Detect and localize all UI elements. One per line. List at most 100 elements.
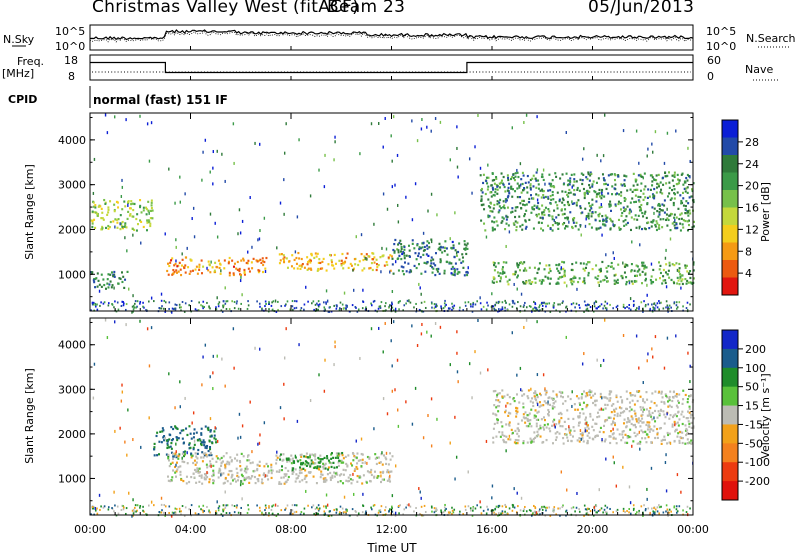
power-pixel xyxy=(428,241,431,245)
power-pixel xyxy=(596,153,598,157)
velocity-pixel xyxy=(165,439,168,442)
velocity-pixel xyxy=(274,503,277,507)
power-pixel xyxy=(158,306,161,309)
velocity-pixel xyxy=(650,466,653,470)
velocity-pixel xyxy=(218,467,221,470)
power-pixel xyxy=(564,190,567,194)
power-pixel xyxy=(556,223,559,226)
velocity-pixel xyxy=(241,482,244,485)
power-pixel xyxy=(653,195,656,198)
power-pixel xyxy=(106,131,109,135)
power-pixel xyxy=(664,281,667,285)
power-pixel xyxy=(334,140,336,144)
power-pixel xyxy=(128,287,130,291)
power-pixel xyxy=(102,278,105,281)
power-pixel xyxy=(114,218,117,221)
power-pixel xyxy=(604,275,607,278)
velocity-pixel xyxy=(279,458,282,461)
velocity-pixel xyxy=(427,414,429,418)
velocity-pixel xyxy=(508,424,511,427)
power-pixel xyxy=(216,296,218,300)
velocity-pixel xyxy=(366,470,369,473)
velocity-pixel xyxy=(674,422,677,425)
velocity-pixel xyxy=(543,423,546,427)
power-pixel xyxy=(421,246,424,249)
power-pixel xyxy=(397,269,400,272)
velocity-pixel xyxy=(568,425,570,429)
power-pixel xyxy=(508,278,511,281)
velocity-pixel xyxy=(516,407,519,410)
power-pixel xyxy=(439,259,442,263)
velocity-pixel xyxy=(647,435,650,439)
power-colorbar-swatch xyxy=(722,137,738,156)
velocity-pixel xyxy=(153,446,156,449)
velocity-pixel xyxy=(590,390,593,393)
power-pixel xyxy=(180,273,183,277)
power-colorbar-label: 8 xyxy=(745,245,752,258)
power-pixel xyxy=(544,195,547,199)
power-pixel xyxy=(452,273,455,276)
velocity-pixel xyxy=(523,325,525,329)
power-pixel xyxy=(582,173,585,176)
power-pixel xyxy=(538,279,541,282)
velocity-pixel xyxy=(229,456,232,459)
power-pixel xyxy=(456,146,458,150)
velocity-pixel xyxy=(479,500,481,504)
velocity-pixel xyxy=(546,423,549,426)
velocity-pixel xyxy=(182,451,185,454)
velocity-pixel xyxy=(325,505,327,508)
power-pixel xyxy=(563,269,566,272)
power-pixel xyxy=(639,209,642,212)
velocity-pixel xyxy=(555,423,558,426)
velocity-pixel xyxy=(578,440,581,443)
power-pixel xyxy=(208,264,211,267)
velocity-pixel xyxy=(382,350,384,354)
power-pixel xyxy=(257,271,260,274)
velocity-pixel xyxy=(539,393,542,397)
velocity-pixel xyxy=(212,482,215,485)
power-pixel xyxy=(644,273,647,276)
power-pixel xyxy=(97,205,100,208)
velocity-pixel xyxy=(209,430,212,433)
power-pixel xyxy=(628,208,631,211)
velocity-pixel xyxy=(174,406,176,410)
power-pixel xyxy=(355,235,357,239)
power-pixel xyxy=(474,145,476,149)
power-pixel xyxy=(140,211,143,214)
velocity-pixel xyxy=(686,410,689,413)
power-pixel xyxy=(121,271,124,274)
velocity-pixel xyxy=(132,512,135,515)
power-pixel xyxy=(525,203,528,206)
power-pixel xyxy=(534,302,536,305)
velocity-pixel xyxy=(668,404,671,407)
power-pixel xyxy=(584,207,587,210)
velocity-pixel xyxy=(164,514,167,517)
velocity-pixel xyxy=(180,513,182,516)
velocity-pixel xyxy=(689,416,692,419)
power-pixel xyxy=(673,282,676,285)
velocity-pixel xyxy=(370,327,373,331)
power-pixel xyxy=(515,225,518,229)
velocity-pixel xyxy=(303,455,306,458)
velocity-pixel xyxy=(155,434,158,438)
power-pixel xyxy=(211,266,214,269)
power-pixel xyxy=(109,273,112,276)
power-pixel xyxy=(389,304,391,307)
power-pixel xyxy=(343,307,345,310)
power-pixel xyxy=(222,304,224,307)
velocity-pixel xyxy=(214,438,217,441)
velocity-pixel xyxy=(168,438,171,441)
velocity-pixel xyxy=(638,430,641,434)
power-pixel xyxy=(499,276,502,279)
velocity-pixel xyxy=(178,510,181,513)
velocity-pixel xyxy=(217,471,220,474)
power-pixel xyxy=(567,191,570,195)
velocity-pixel xyxy=(253,469,256,473)
power-pixel xyxy=(373,299,376,302)
power-pixel xyxy=(624,218,627,222)
power-pixel xyxy=(628,307,630,310)
power-pixel xyxy=(443,302,446,305)
power-pixel xyxy=(458,242,461,245)
velocity-pixel xyxy=(408,503,410,507)
